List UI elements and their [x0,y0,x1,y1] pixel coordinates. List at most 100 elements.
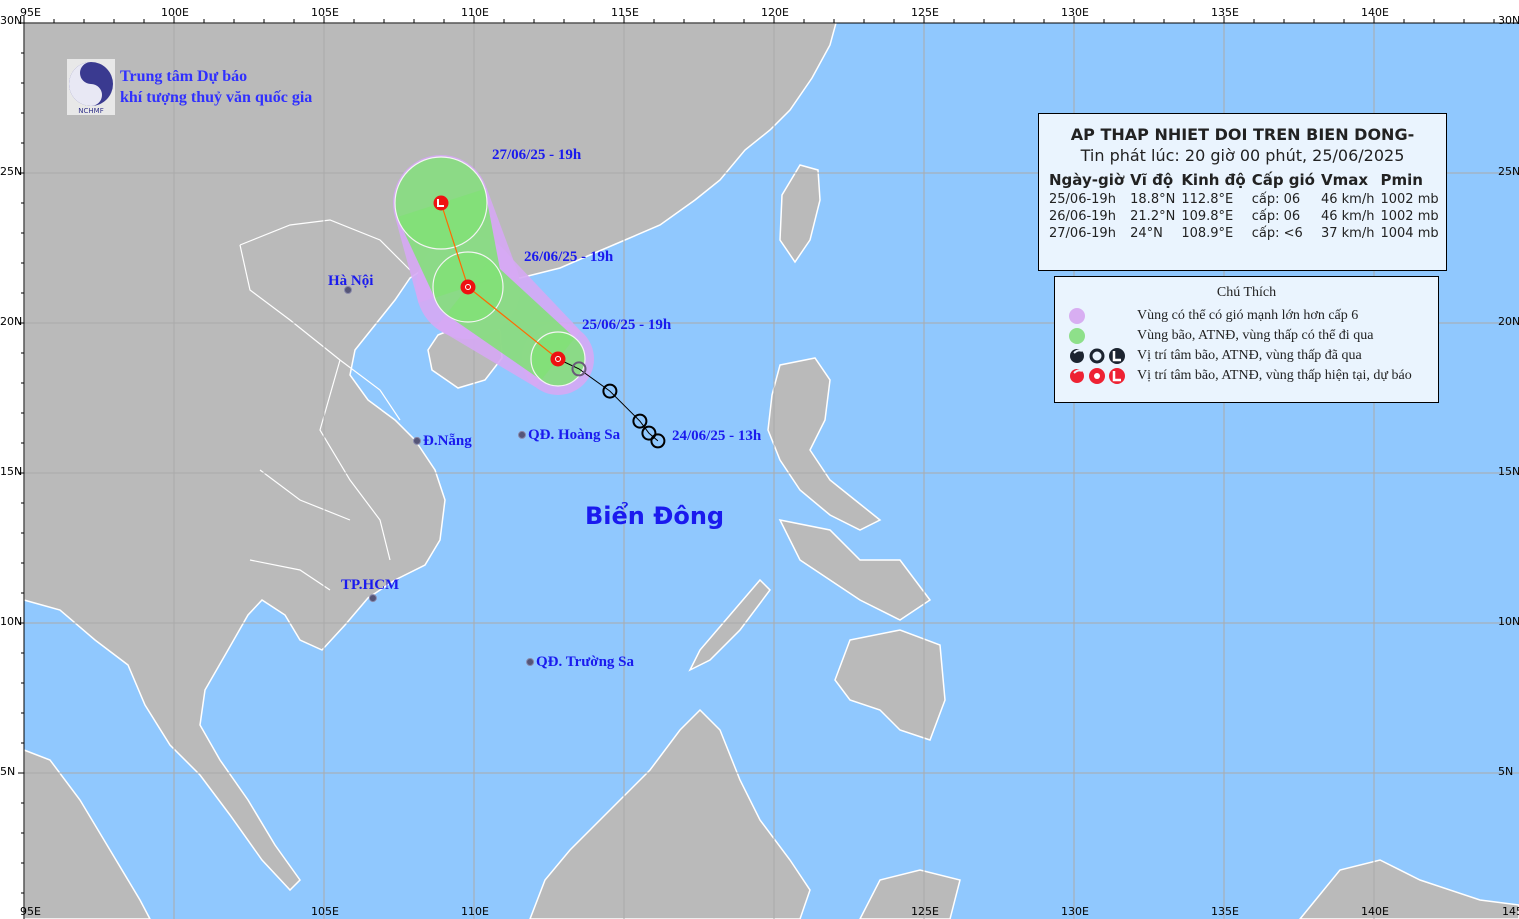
past-position-marker [641,425,657,441]
col-header: Kinh độ [1181,171,1246,189]
bottom-lon-label: 140E [1361,905,1389,918]
issued-time: Tin phát lúc: 20 giờ 00 phút, 25/06/2025 [1080,146,1405,165]
svg-text:NCHMF: NCHMF [78,107,103,115]
organization-name: Trung tâm Dự báo khí tượng thuỷ văn quốc… [120,66,312,108]
top-lon-label: 120E [761,6,789,19]
place-dot [344,286,352,294]
right-lat-label: 5N [1498,765,1514,778]
col-header: Vmax [1320,171,1369,189]
past-position-icons [1070,348,1125,364]
forecast-title: AP THAP NHIET DOI TREN BIEN DONG- [1070,125,1415,144]
axis-ticks [18,16,1495,894]
cell: 24°N [1130,226,1163,241]
table-row: 26/06-19h 21.2°N 109.8°E cấp: 06 46 km/h 1002… [1049,209,1445,226]
bottom-lon-label: 125E [911,905,939,918]
cell: 1002 mb [1380,209,1439,224]
place-dot [526,658,535,666]
bottom-lon-label: 130E [1061,905,1089,918]
visayas [778,518,932,621]
track-label-26-06: 26/06/25 - 19h [524,249,614,265]
green-zone-icon [1069,328,1085,344]
bottom-lon-label: 105E [311,905,339,918]
top-lon-label: 130E [1061,6,1089,19]
cell: 37 km/h [1320,226,1375,241]
cell: 21.2°N [1130,209,1176,224]
legend-box: Chú Thích Vùng có thể có gió mạnh lớn hơ… [1054,276,1439,403]
past-track-line [557,358,659,442]
nchmf-logo: NCHMF [67,59,115,115]
depression-marker [460,279,476,295]
cell: 108.9°E [1181,226,1234,241]
top-lon-label: 105E [311,6,339,19]
cell: 18.8°N [1130,192,1176,207]
cell: 46 km/h [1320,209,1375,224]
depression-marker [550,351,566,367]
asia-mainland [23,22,837,892]
new-guinea [1299,859,1519,919]
col-header: Pmin [1380,171,1423,189]
top-lon-label: 140E [1361,6,1389,19]
place-dot [413,436,421,445]
top-lon-label: 100E [161,6,189,19]
sumatra [23,748,151,919]
taiwan [779,164,821,264]
marker-center [465,284,471,290]
table-row: 27/06-19h 24°N 108.9°E cấp: <6 37 km/h 1004 m… [1049,226,1445,243]
past-position-marker [602,383,618,399]
cell: cấp: 06 [1251,209,1301,224]
legend-item-past-position: Vị trí tâm bão, ATNĐ, vùng thấp đã qua [1137,348,1362,363]
place-label-hoang-sa: QĐ. Hoàng Sa [528,427,621,443]
top-lon-label: 135E [1211,6,1239,19]
cell: cấp: <6 [1251,226,1303,241]
cell: 26/06-19h [1049,209,1116,224]
bottom-lon-label: 95E [20,905,41,918]
cell: 46 km/h [1320,192,1375,207]
table-row: 25/06-19h 18.8°N 112.8°E cấp: 06 46 km/h 1002… [1049,192,1445,209]
place-label-tphcm: TP.HCM [341,577,400,593]
place-dot [518,430,526,439]
low-pressure-marker [433,195,449,211]
track-label-25-06: 25/06/25 - 19h [582,317,672,333]
cell: 1002 mb [1380,192,1439,207]
place-dot [368,594,377,603]
cell: 109.8°E [1181,209,1234,224]
forecast-radius-circle [394,156,488,250]
bottom-lon-label: 145E [1502,905,1519,918]
bottom-lon-label: 135E [1211,905,1239,918]
past-position-marker [571,361,587,377]
past-position-marker [632,413,648,429]
left-lat-label: 15N [0,465,23,478]
marker-center [555,356,561,362]
top-lon-label: 115E [611,6,639,19]
place-label-danang: Đ.Nẵng [423,433,472,449]
current-forecast-position-icons [1070,368,1125,384]
org-line-2: khí tượng thuỷ văn quốc gia [120,89,313,106]
bottom-lon-label: 110E [461,905,489,918]
legend-title: Chú Thích [1216,285,1277,300]
col-header: Ngày-giờ [1049,171,1125,189]
forecast-radius-circle [432,251,504,323]
left-lat-label: 25N [0,165,23,178]
forecast-radius-circle [530,331,586,387]
right-lat-label: 30N [1498,14,1519,27]
legend-item-track-zone: Vùng bão, ATNĐ, vùng thấp có thể đi qua [1137,328,1374,343]
legend-item-current-forecast: Vị trí tâm bão, ATNĐ, vùng thấp hiện tại… [1137,368,1412,383]
top-lon-label: 125E [911,6,939,19]
top-lon-label: 95E [20,6,41,19]
track-label-27-06: 27/06/25 - 19h [492,147,582,163]
borneo [529,708,811,919]
legend-item-strong-wind: Vùng có thể có gió mạnh lớn hơn cấp 6 [1137,308,1359,323]
col-header: Cấp gió [1251,171,1315,189]
cell: 1004 mb [1380,226,1439,241]
country-borders [239,219,411,591]
right-lat-label: 20N [1498,315,1519,328]
sulawesi [859,869,961,919]
luzon [767,357,882,531]
place-markers [344,286,535,666]
top-lon-label: 110E [461,6,489,19]
cell: 112.8°E [1181,192,1234,207]
right-lat-label: 15N [1498,465,1519,478]
cell: 27/06-19h [1049,226,1116,241]
forecast-table: Ngày-giờ Vĩ độ Kinh độ Cấp gió Vmax Pmin… [1049,171,1445,243]
left-lat-label: 10N [0,615,23,628]
